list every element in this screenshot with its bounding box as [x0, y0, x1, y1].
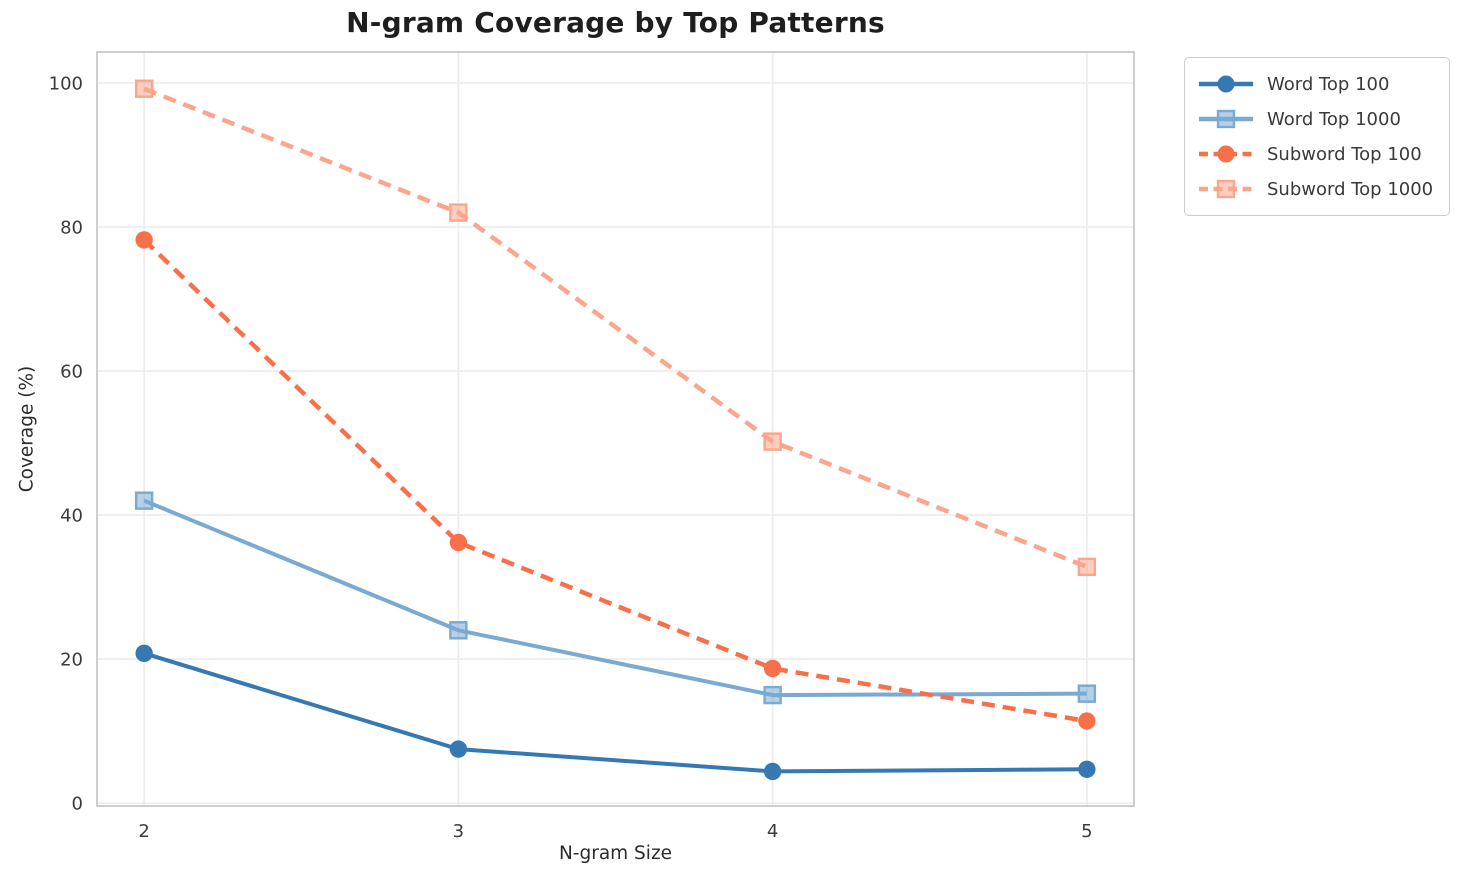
- series-line: [143, 651, 1087, 774]
- series-line: [143, 498, 1087, 698]
- data-point-marker: [763, 762, 782, 781]
- x-tick-label: 2: [138, 821, 149, 842]
- data-point-marker: [135, 231, 153, 249]
- legend-swatch-line-marker: [1199, 145, 1253, 163]
- data-point-marker: [1077, 684, 1097, 703]
- y-tick-label: 20: [60, 649, 83, 670]
- data-point-marker: [763, 659, 782, 678]
- legend-item: Word Top 1000: [1197, 102, 1433, 136]
- legend-label: Word Top 1000: [1267, 108, 1401, 130]
- legend-swatch-line-marker: [1199, 109, 1253, 129]
- legend-label: Word Top 100: [1267, 73, 1390, 95]
- data-point-marker: [763, 685, 782, 705]
- legend-item: Subword Top 100: [1197, 137, 1433, 171]
- y-tick-label: 80: [60, 217, 83, 238]
- x-tick-label: 4: [767, 821, 778, 842]
- legend-item: Subword Top 1000: [1197, 172, 1433, 206]
- data-point-marker: [1078, 712, 1096, 730]
- data-point-marker: [449, 740, 468, 758]
- y-tick-label: 60: [60, 361, 83, 382]
- chart-title: N-gram Coverage by Top Patterns: [346, 6, 885, 39]
- series-line: [143, 86, 1088, 569]
- data-point-marker: [449, 203, 468, 222]
- series-line: [142, 238, 1088, 724]
- y-tick-label: 0: [72, 793, 83, 814]
- legend: Word Top 100 Word Top 1000 Subword Top 1…: [1184, 57, 1451, 216]
- legend-swatch-line-marker: [1199, 179, 1253, 199]
- data-point-marker: [134, 491, 154, 510]
- legend-label: Subword Top 100: [1267, 143, 1422, 165]
- data-point-marker: [135, 644, 153, 663]
- x-tick-label: 3: [453, 821, 464, 842]
- y-tick-label: 40: [60, 505, 83, 526]
- legend-swatch-line-marker: [1199, 75, 1253, 93]
- data-point-marker: [449, 533, 468, 552]
- data-point-marker: [1078, 760, 1096, 778]
- data-point-marker: [1077, 557, 1097, 577]
- y-tick-label: 100: [49, 73, 83, 94]
- x-axis-label: N-gram Size: [558, 843, 673, 864]
- legend-label: Subword Top 1000: [1267, 178, 1434, 200]
- x-tick-label: 5: [1081, 821, 1092, 842]
- data-point-marker: [134, 79, 154, 98]
- data-point-marker: [449, 621, 468, 640]
- plot-border: [96, 51, 1135, 807]
- data-point-marker: [763, 432, 782, 451]
- legend-item: Word Top 100: [1197, 67, 1433, 101]
